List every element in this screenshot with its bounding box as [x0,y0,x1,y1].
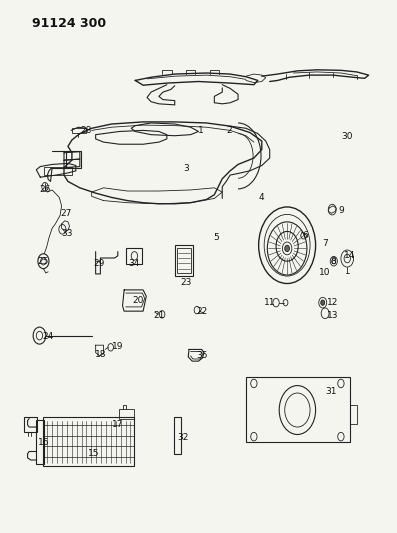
Text: 25: 25 [38,257,49,265]
Text: 8: 8 [330,257,336,265]
Bar [350,405,357,424]
Text: 21: 21 [153,311,165,320]
Text: 1: 1 [198,126,203,135]
Text: 10: 10 [319,269,331,277]
Text: 9: 9 [339,206,345,215]
Bar [175,245,193,276]
Text: 14: 14 [344,252,355,260]
Text: 7: 7 [322,239,328,248]
Text: 3: 3 [183,164,189,173]
Bar [72,128,86,133]
Text: 91124 300: 91124 300 [32,17,106,29]
Bar [66,151,81,168]
Bar [246,377,350,442]
Circle shape [285,245,289,252]
Bar [44,166,72,175]
Bar [174,417,181,454]
Bar [119,409,135,418]
Text: 4: 4 [259,193,265,202]
Text: 17: 17 [112,421,123,430]
Text: 19: 19 [112,342,123,351]
Text: 28: 28 [80,126,91,135]
Bar [24,417,37,432]
Text: 16: 16 [38,439,49,448]
Text: 33: 33 [62,229,73,238]
Text: 22: 22 [196,307,207,316]
Text: 29: 29 [93,260,104,268]
Bar [127,248,142,264]
Text: 13: 13 [327,311,339,320]
Text: 27: 27 [60,209,71,218]
Bar [36,419,44,464]
Text: 2: 2 [227,126,232,135]
Text: 11: 11 [264,298,276,307]
Text: 32: 32 [178,433,189,442]
Text: 18: 18 [94,350,106,359]
Text: 26: 26 [39,185,51,194]
Text: 15: 15 [88,449,100,458]
Bar [177,248,191,273]
Text: 35: 35 [197,351,208,360]
Text: 12: 12 [326,298,338,307]
Text: 6: 6 [303,231,308,240]
Text: 31: 31 [325,387,337,396]
Text: 34: 34 [129,260,140,268]
Text: 30: 30 [341,132,353,141]
Circle shape [321,300,325,305]
Text: 23: 23 [180,278,191,287]
Text: 24: 24 [42,332,54,341]
Text: 20: 20 [133,296,144,305]
Bar [43,417,135,466]
Text: 5: 5 [214,233,219,242]
